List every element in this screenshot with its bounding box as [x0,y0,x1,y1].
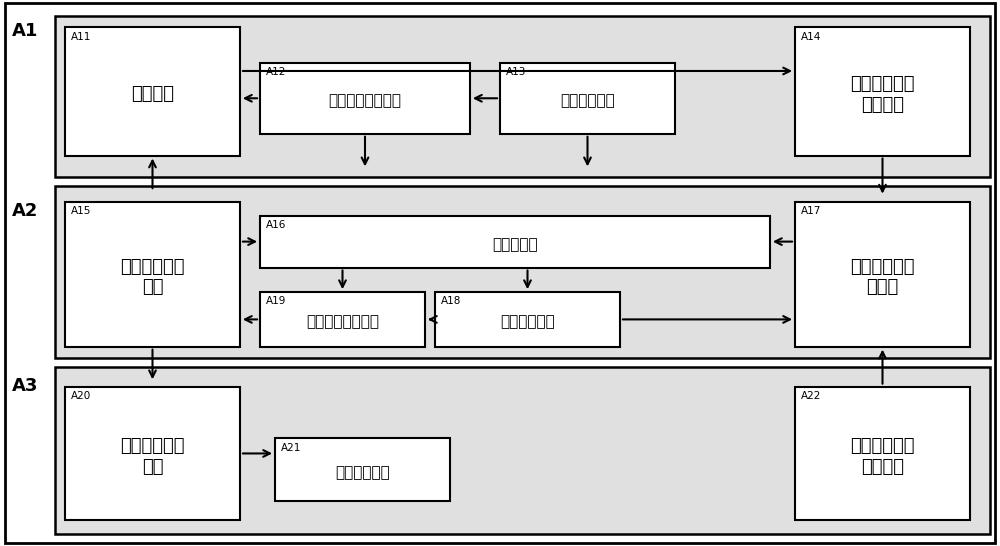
Bar [275,438,450,501]
Text: 路网数据处理: 路网数据处理 [560,93,615,109]
Bar [435,292,620,347]
Bar [260,292,425,347]
Bar [65,202,240,347]
Text: A18: A18 [441,296,461,306]
Text: 信号控制方案
切换: 信号控制方案 切换 [120,437,185,476]
Text: A19: A19 [266,296,286,306]
Bar [55,367,990,534]
Text: A12: A12 [266,67,286,77]
Text: A16: A16 [266,220,286,230]
Text: 场景仿真: 场景仿真 [131,85,174,103]
Text: A1: A1 [12,22,38,40]
Text: A3: A3 [12,377,38,395]
Text: 基于协同过滤推荐: 基于协同过滤推荐 [306,314,379,330]
Bar [795,202,970,347]
Text: A21: A21 [281,443,301,453]
Text: 信号控制执行: 信号控制执行 [335,465,390,480]
Text: A13: A13 [506,67,526,77]
Bar [795,387,970,520]
Text: A2: A2 [12,202,38,220]
Bar [55,186,990,358]
Bar [65,387,240,520]
Text: A20: A20 [71,391,91,401]
Bar [260,63,470,134]
Text: A11: A11 [71,32,91,41]
Bar [55,16,990,177]
Text: 交通仿真场景构建: 交通仿真场景构建 [328,93,402,109]
Text: 交通信息评估
与处理: 交通信息评估 与处理 [850,258,915,296]
Text: A15: A15 [71,206,91,216]
Text: 信号控制方案
管理: 信号控制方案 管理 [120,258,185,296]
Text: 基于内容推荐: 基于内容推荐 [500,314,555,330]
Text: 现实路口交通
信息获取: 现实路口交通 信息获取 [850,437,915,476]
Text: A22: A22 [801,391,821,401]
Text: A17: A17 [801,206,821,216]
Bar [65,27,240,156]
Text: 交通知识库: 交通知识库 [492,237,538,252]
Text: 仿真路口交通
信息获取: 仿真路口交通 信息获取 [850,75,915,114]
Text: A14: A14 [801,32,821,41]
Bar [260,216,770,268]
Bar [500,63,675,134]
Bar [795,27,970,156]
